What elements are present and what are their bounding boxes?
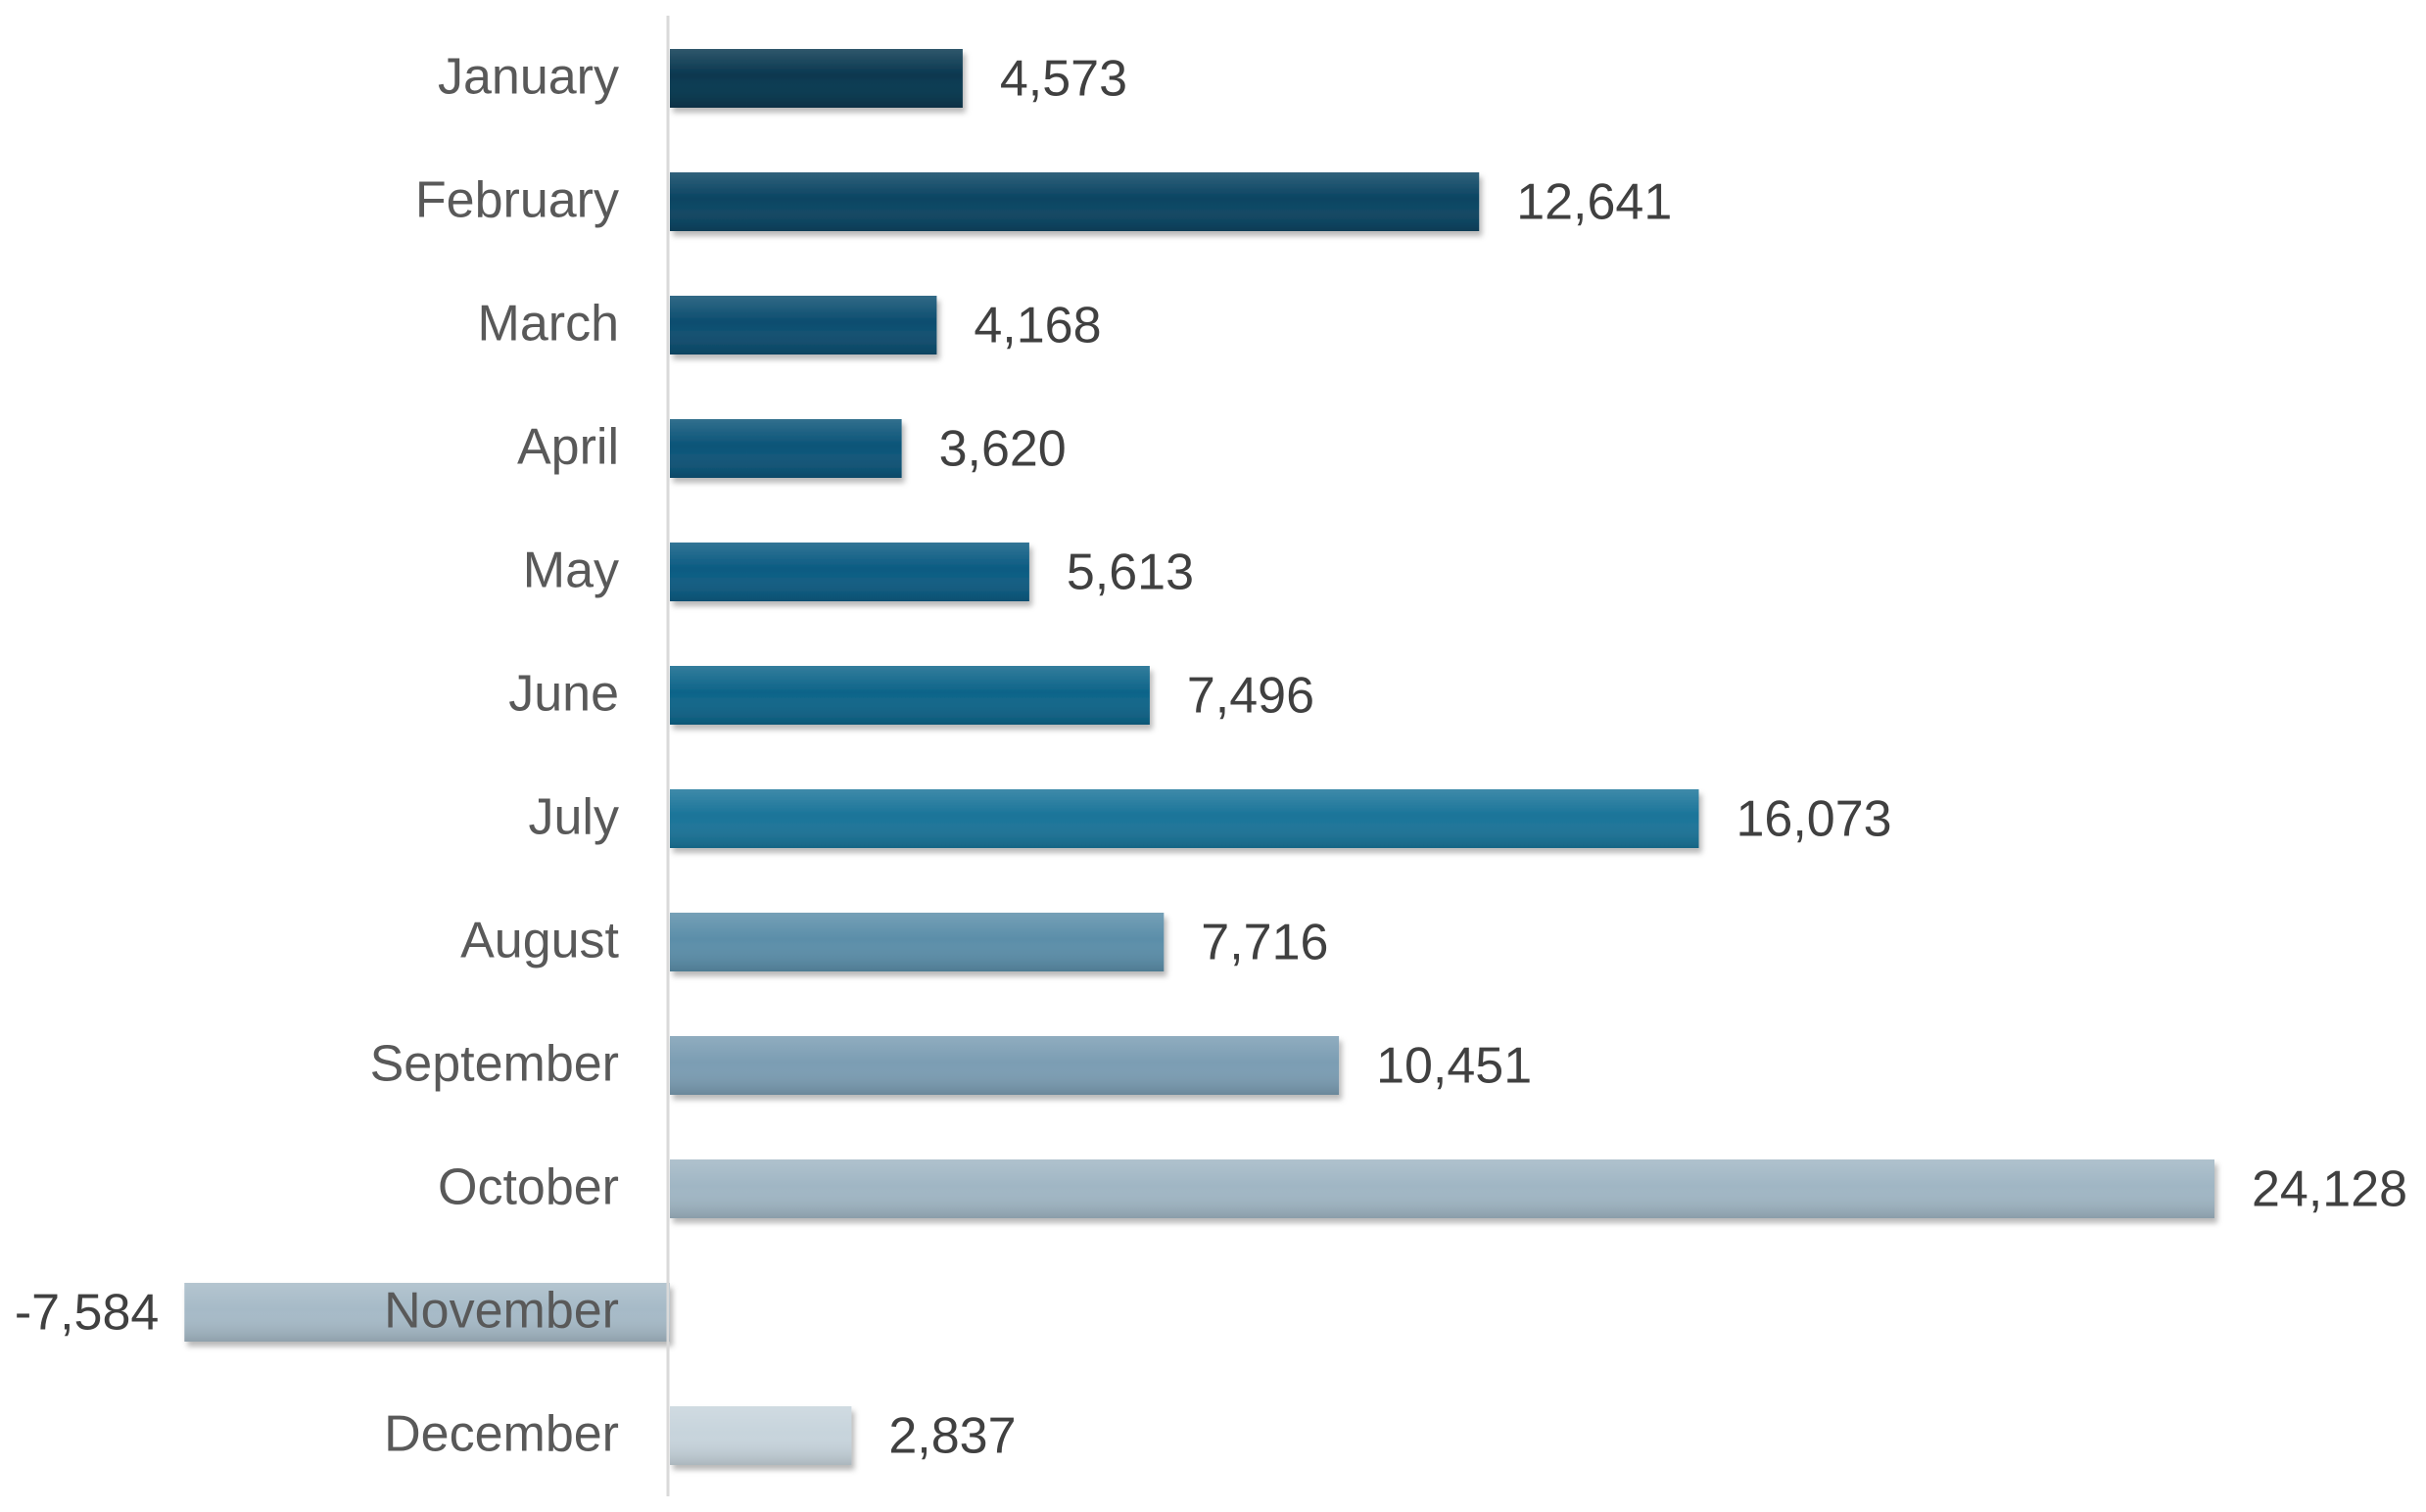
bar-sheen-august [670, 913, 1165, 971]
value-label-april: 3,620 [939, 421, 1067, 478]
value-label-september: 10,451 [1376, 1038, 1532, 1095]
bar-sheen-july [670, 789, 1699, 848]
value-label-august: 7,716 [1201, 915, 1328, 971]
bar-sheen-january [670, 49, 963, 108]
value-label-november: -7,584 [15, 1285, 159, 1342]
value-label-july: 16,073 [1736, 791, 1892, 848]
bar-november [184, 1283, 671, 1342]
bar-sheen-february [670, 172, 1480, 231]
bar-april [670, 419, 902, 478]
value-label-february: 12,641 [1516, 174, 1672, 231]
category-label-august: August [460, 913, 619, 969]
bar-december [670, 1406, 852, 1465]
bar-sheen-may [670, 543, 1029, 601]
bars-layer [184, 49, 2214, 1465]
labels-layer: January 4,573 February 12,641 March 4,168 Apri… [15, 49, 2407, 1465]
bar-sheen-november [184, 1283, 671, 1342]
category-label-may: May [523, 543, 619, 599]
category-label-april: April [517, 419, 619, 476]
bar-sheen-october [670, 1159, 2214, 1218]
bar-july [670, 789, 1699, 848]
bar-september [670, 1036, 1340, 1095]
bar-sheen-june [670, 666, 1150, 725]
bar-october [670, 1159, 2214, 1218]
category-label-november: November [384, 1283, 619, 1340]
category-label-july: July [529, 789, 619, 846]
category-label-october: October [438, 1159, 619, 1216]
value-label-january: 4,573 [1000, 51, 1127, 108]
bar-june [670, 666, 1150, 725]
category-label-december: December [384, 1406, 619, 1463]
category-label-february: February [415, 172, 619, 229]
value-label-may: 5,613 [1067, 544, 1194, 601]
value-label-march: 4,168 [974, 298, 1101, 354]
value-label-june: 7,496 [1187, 668, 1314, 725]
category-label-june: June [508, 666, 619, 723]
bar-august [670, 913, 1165, 971]
category-label-january: January [438, 49, 619, 106]
bar-may [670, 543, 1029, 601]
value-label-october: 24,128 [2252, 1161, 2407, 1218]
bar-february [670, 172, 1480, 231]
value-label-december: 2,837 [888, 1408, 1016, 1465]
bar-sheen-march [670, 296, 937, 354]
bar-sheen-september [670, 1036, 1340, 1095]
bar-sheen-april [670, 419, 902, 478]
bar-january [670, 49, 963, 108]
category-label-september: September [370, 1036, 619, 1093]
bar-march [670, 296, 937, 354]
bar-sheen-december [670, 1406, 852, 1465]
category-label-march: March [478, 296, 619, 353]
